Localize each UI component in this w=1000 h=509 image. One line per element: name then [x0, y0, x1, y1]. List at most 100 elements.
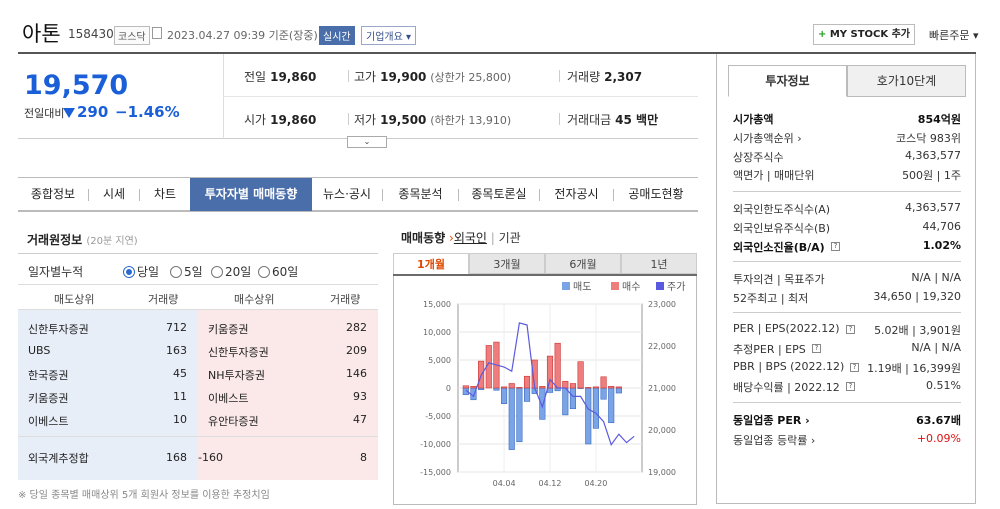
tab-chart[interactable]: 차트 [153, 187, 177, 201]
help-icon[interactable]: ? [850, 363, 859, 372]
sell-bar [600, 387, 607, 400]
y-tick-label: -15,000 [420, 468, 451, 477]
sell-bar [562, 387, 569, 416]
tab-short-selling[interactable]: 공매도현황 [628, 187, 684, 201]
buy-broker: NH투자증권 [208, 369, 265, 382]
buy-bar [554, 342, 561, 389]
buy-bar [600, 376, 607, 389]
info-row: 52주최고 | 최저 34,650 | 19,320 [733, 290, 961, 306]
info-value: 854억원 [917, 113, 961, 126]
radio-circle [123, 266, 135, 278]
help-icon[interactable]: ? [831, 242, 840, 251]
legend-swatch [611, 282, 619, 290]
y2-tick-label: 20,000 [648, 426, 676, 435]
tab-news[interactable]: 뉴스·공시 [323, 187, 371, 201]
y-tick-label: 0 [446, 384, 451, 393]
my-stock-add-label: MY STOCK 추가 [829, 29, 911, 40]
radio-5d[interactable]: 5일 [170, 263, 203, 280]
divider [733, 402, 961, 403]
document-icon [152, 27, 162, 39]
tab-discussion[interactable]: 종목토론실 [471, 187, 527, 201]
price-change: 290 [77, 103, 109, 121]
buy-bar [523, 375, 531, 389]
high-price: 고가 19,900 (상한가 25,800) [354, 68, 511, 85]
buy-bar [516, 387, 523, 389]
open-price: 시가 19,860 [244, 111, 316, 128]
info-value: 1.19배 | 16,399원 [867, 362, 961, 375]
sell-volume: 712 [166, 321, 187, 334]
info-row: 외국인한도주식수(A) 4,363,577 [733, 201, 961, 217]
foreign-link[interactable]: 외국인 [453, 231, 487, 245]
info-label: 상장주식수 [733, 151, 784, 164]
quick-order-button[interactable]: 빠른주문 ▾ [929, 29, 979, 42]
help-icon[interactable]: ? [846, 382, 855, 391]
tab-1month[interactable]: 1개월 [393, 253, 469, 274]
legend-label: 매수 [622, 281, 640, 293]
tab-summary[interactable]: 종합정보 [30, 187, 76, 201]
prev-close-value: 19,860 [270, 70, 317, 84]
tab-analysis[interactable]: 종목분석 [398, 187, 443, 201]
info-label: 액면가 | 매매단위 [733, 169, 815, 182]
company-overview-button[interactable]: 기업개요 ▾ [361, 26, 416, 45]
help-icon[interactable]: ? [812, 344, 821, 353]
tab-1year[interactable]: 1년 [621, 253, 697, 274]
low-price: 저가 19,500 (하한가 13,910) [354, 111, 511, 128]
divider [613, 189, 614, 201]
tab-3month[interactable]: 3개월 [469, 253, 545, 274]
institution-link[interactable]: 기관 [498, 231, 521, 245]
sell-volume: 10 [173, 413, 187, 426]
radio-today[interactable]: 당일 [123, 263, 159, 280]
buy-broker: 유안타증권 [208, 415, 259, 428]
my-stock-add-button[interactable]: + MY STOCK 추가 [813, 24, 915, 45]
sell-column-bg [18, 310, 198, 480]
radio-label: 60일 [272, 265, 299, 279]
y-tick-label: -10,000 [420, 440, 451, 449]
y2-tick-label: 23,000 [648, 300, 676, 309]
broker-section-title: 거래원정보 (20분 지연) [27, 231, 138, 248]
open-value: 19,860 [270, 113, 317, 127]
foreign-sell: 168 [166, 451, 187, 464]
x-tick-label: 04.04 [493, 479, 516, 488]
info-label: 시가총액순위 › [733, 132, 802, 145]
tab-6month[interactable]: 6개월 [545, 253, 621, 274]
tab-investment-info[interactable]: 투자정보 [728, 65, 847, 97]
radio-60d[interactable]: 60일 [258, 263, 298, 280]
plus-icon: + [817, 29, 827, 40]
y2-tick-label: 19,000 [648, 468, 676, 477]
stock-name: 아톤 [22, 22, 61, 46]
divider [223, 96, 698, 97]
x-tick-label: 04.20 [584, 479, 607, 488]
tab-disclosure[interactable]: 전자공시 [554, 187, 599, 201]
radio-20d[interactable]: 20일 [211, 263, 251, 280]
buy-volume: 47 [353, 413, 367, 426]
info-value: 코스닥 983위 [896, 132, 961, 145]
info-label: PBR | BPS (2022.12) [733, 360, 845, 373]
tab-quotes[interactable]: 시세 [102, 187, 126, 201]
info-value: 0.51% [926, 379, 961, 392]
sell-bar [615, 387, 622, 394]
foreign-net: -160 [198, 451, 223, 464]
tab-orderbook[interactable]: 호가10단계 [847, 65, 966, 97]
info-label: 외국인한도주식수(A) [733, 203, 831, 216]
high-label: 고가 [354, 70, 377, 84]
sell-volume: 45 [173, 367, 187, 380]
tab-investor-trend[interactable]: 투자자별 매매동향 [190, 178, 312, 211]
sell-volume: 163 [166, 344, 187, 357]
sell-broker: 한국증권 [28, 369, 69, 382]
help-icon[interactable]: ? [846, 325, 855, 334]
sell-bar [608, 387, 615, 424]
expand-button[interactable]: ⌄ [347, 136, 387, 148]
info-value: N/A | N/A [911, 271, 961, 284]
realtime-badge[interactable]: 실시간 [319, 26, 355, 45]
foreign-buy: 8 [360, 451, 367, 464]
legend-label: 주가 [667, 281, 685, 293]
sell-broker: 키움증권 [28, 392, 69, 405]
sell-bar [523, 387, 531, 402]
amount-value: 45 백만 [615, 113, 659, 127]
foreign-sum-label: 외국계추정합 [28, 452, 89, 465]
info-row: 외국인보유주식수(B) 44,706 [733, 220, 961, 236]
y2-tick-label: 21,000 [648, 384, 676, 393]
info-value: 500원 | 1주 [902, 169, 961, 182]
divider [559, 113, 560, 125]
buy-bar [462, 385, 469, 389]
